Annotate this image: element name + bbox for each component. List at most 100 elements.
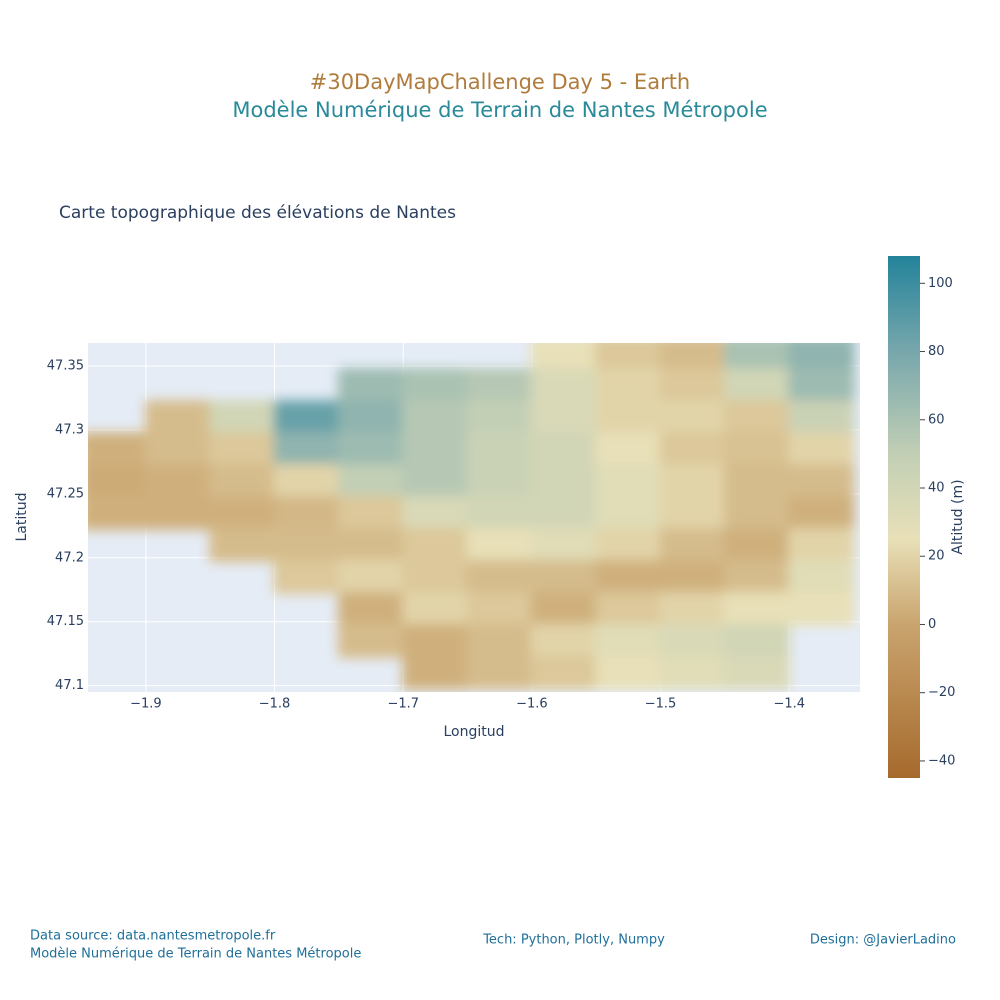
footer-source-detail: Modèle Numérique de Terrain de Nantes Mé… (30, 947, 361, 962)
contour-cell (530, 496, 598, 531)
contour-cell (466, 464, 533, 499)
contour-cell (659, 591, 726, 626)
contour-cell (466, 496, 533, 531)
contour-cell (337, 464, 405, 499)
contour-cell (144, 496, 212, 531)
contour-cell (209, 432, 276, 467)
contour-cell (466, 400, 533, 435)
contour-cell (595, 591, 662, 626)
x-tick-label: −1.9 (130, 697, 162, 712)
y-tick-label: 47.1 (55, 678, 84, 693)
contour-cell (595, 464, 662, 499)
contour-cell (466, 655, 533, 690)
contour-cell (273, 559, 340, 594)
colorbar-tick-label: 100 (928, 276, 953, 291)
colorbar-tick-label: 0 (928, 617, 936, 632)
contour-cell (402, 496, 469, 531)
contour-cell (273, 496, 340, 531)
y-tick-label: 47.3 (55, 422, 84, 437)
contour-cell (402, 559, 469, 594)
contour-cell (723, 496, 791, 531)
contour-cell (788, 528, 855, 562)
contour-cell (209, 400, 276, 435)
contour-cell (723, 368, 791, 403)
contour-cell (337, 432, 405, 467)
contour-cell (595, 368, 662, 403)
contour-cell (788, 400, 855, 435)
contour-cell (595, 432, 662, 467)
footer-design: Design: @JavierLadino (810, 933, 956, 948)
contour-cell (659, 343, 726, 371)
axes: −1.9 −1.8 −1.7 −1.6 −1.5 −1.4 47.1 47.15 47.2 47.… (47, 359, 805, 712)
contour-cell (337, 368, 405, 403)
colorbar-tick-label: −40 (928, 753, 955, 768)
contour-cell (530, 528, 598, 562)
plot-title: Carte topographique des élévations de Na… (59, 203, 456, 223)
contour-cell (530, 464, 598, 499)
contour-cell (723, 464, 791, 499)
contour-cell (595, 496, 662, 531)
contour-cell (530, 432, 598, 467)
contour-cell (466, 623, 533, 658)
x-tick-label: −1.6 (516, 697, 548, 712)
chart-subtitle: Modèle Numérique de Terrain de Nantes Mé… (232, 98, 767, 122)
contour-cell (402, 528, 469, 562)
colorbar-tick-label: 60 (928, 412, 945, 427)
contour-cell (88, 432, 147, 467)
colorbar-tick-label: 80 (928, 344, 945, 359)
contour-cell (723, 623, 791, 658)
contour-cell (466, 559, 533, 594)
contour-cell (209, 528, 276, 562)
contour-cell (723, 432, 791, 467)
contour-cell (659, 432, 726, 467)
chart-title: #30DayMapChallenge Day 5 - Earth (310, 70, 691, 94)
contour-cell (659, 464, 726, 499)
contour-cell (466, 528, 533, 562)
contour-cell (659, 368, 726, 403)
y-axis-title: Latitud (14, 492, 30, 541)
contour-cell (788, 464, 855, 499)
contour-cell (659, 623, 726, 658)
contour-cell (595, 559, 662, 594)
colorbar-tick-label: 40 (928, 481, 945, 496)
footer-source: Data source: data.nantesmetropole.fr (30, 929, 276, 944)
colorbar-title: Altitud (m) (950, 479, 966, 554)
contour-cell (595, 343, 662, 371)
contour-cell (788, 368, 855, 403)
x-axis-title: Longitud (443, 724, 504, 740)
colorbar (888, 256, 920, 778)
contour-cell (337, 496, 405, 531)
colorbar-tick-label: −20 (928, 685, 955, 700)
contour-cell (144, 400, 212, 435)
contour-cell (402, 368, 469, 403)
contour-cell (209, 496, 276, 531)
contour-cell (659, 400, 726, 435)
contour-cell (723, 343, 791, 371)
y-tick-label: 47.2 (55, 550, 84, 565)
contour-cell (530, 655, 598, 690)
contour-cell (530, 559, 598, 594)
contour-cell (788, 559, 855, 594)
y-tick-label: 47.35 (47, 359, 84, 374)
contour-cell (466, 432, 533, 467)
contour-cell (337, 528, 405, 562)
contour-cell (466, 591, 533, 626)
contour-cell (723, 655, 791, 690)
contour-cell (144, 432, 212, 467)
contour-cell (209, 464, 276, 499)
contour-cell (595, 400, 662, 435)
contour-cell (466, 368, 533, 403)
contour-cell (595, 623, 662, 658)
footer-tech: Tech: Python, Plotly, Numpy (482, 933, 665, 948)
contour-cell (402, 464, 469, 499)
contour-cell (723, 559, 791, 594)
contour-cell (273, 400, 340, 435)
contour-cell (273, 464, 340, 499)
contour-cell (337, 559, 405, 594)
contour-field (88, 343, 855, 690)
contour-cell (530, 368, 598, 403)
contour-cell (723, 528, 791, 562)
contour-cell (530, 623, 598, 658)
contour-cell (530, 343, 598, 371)
